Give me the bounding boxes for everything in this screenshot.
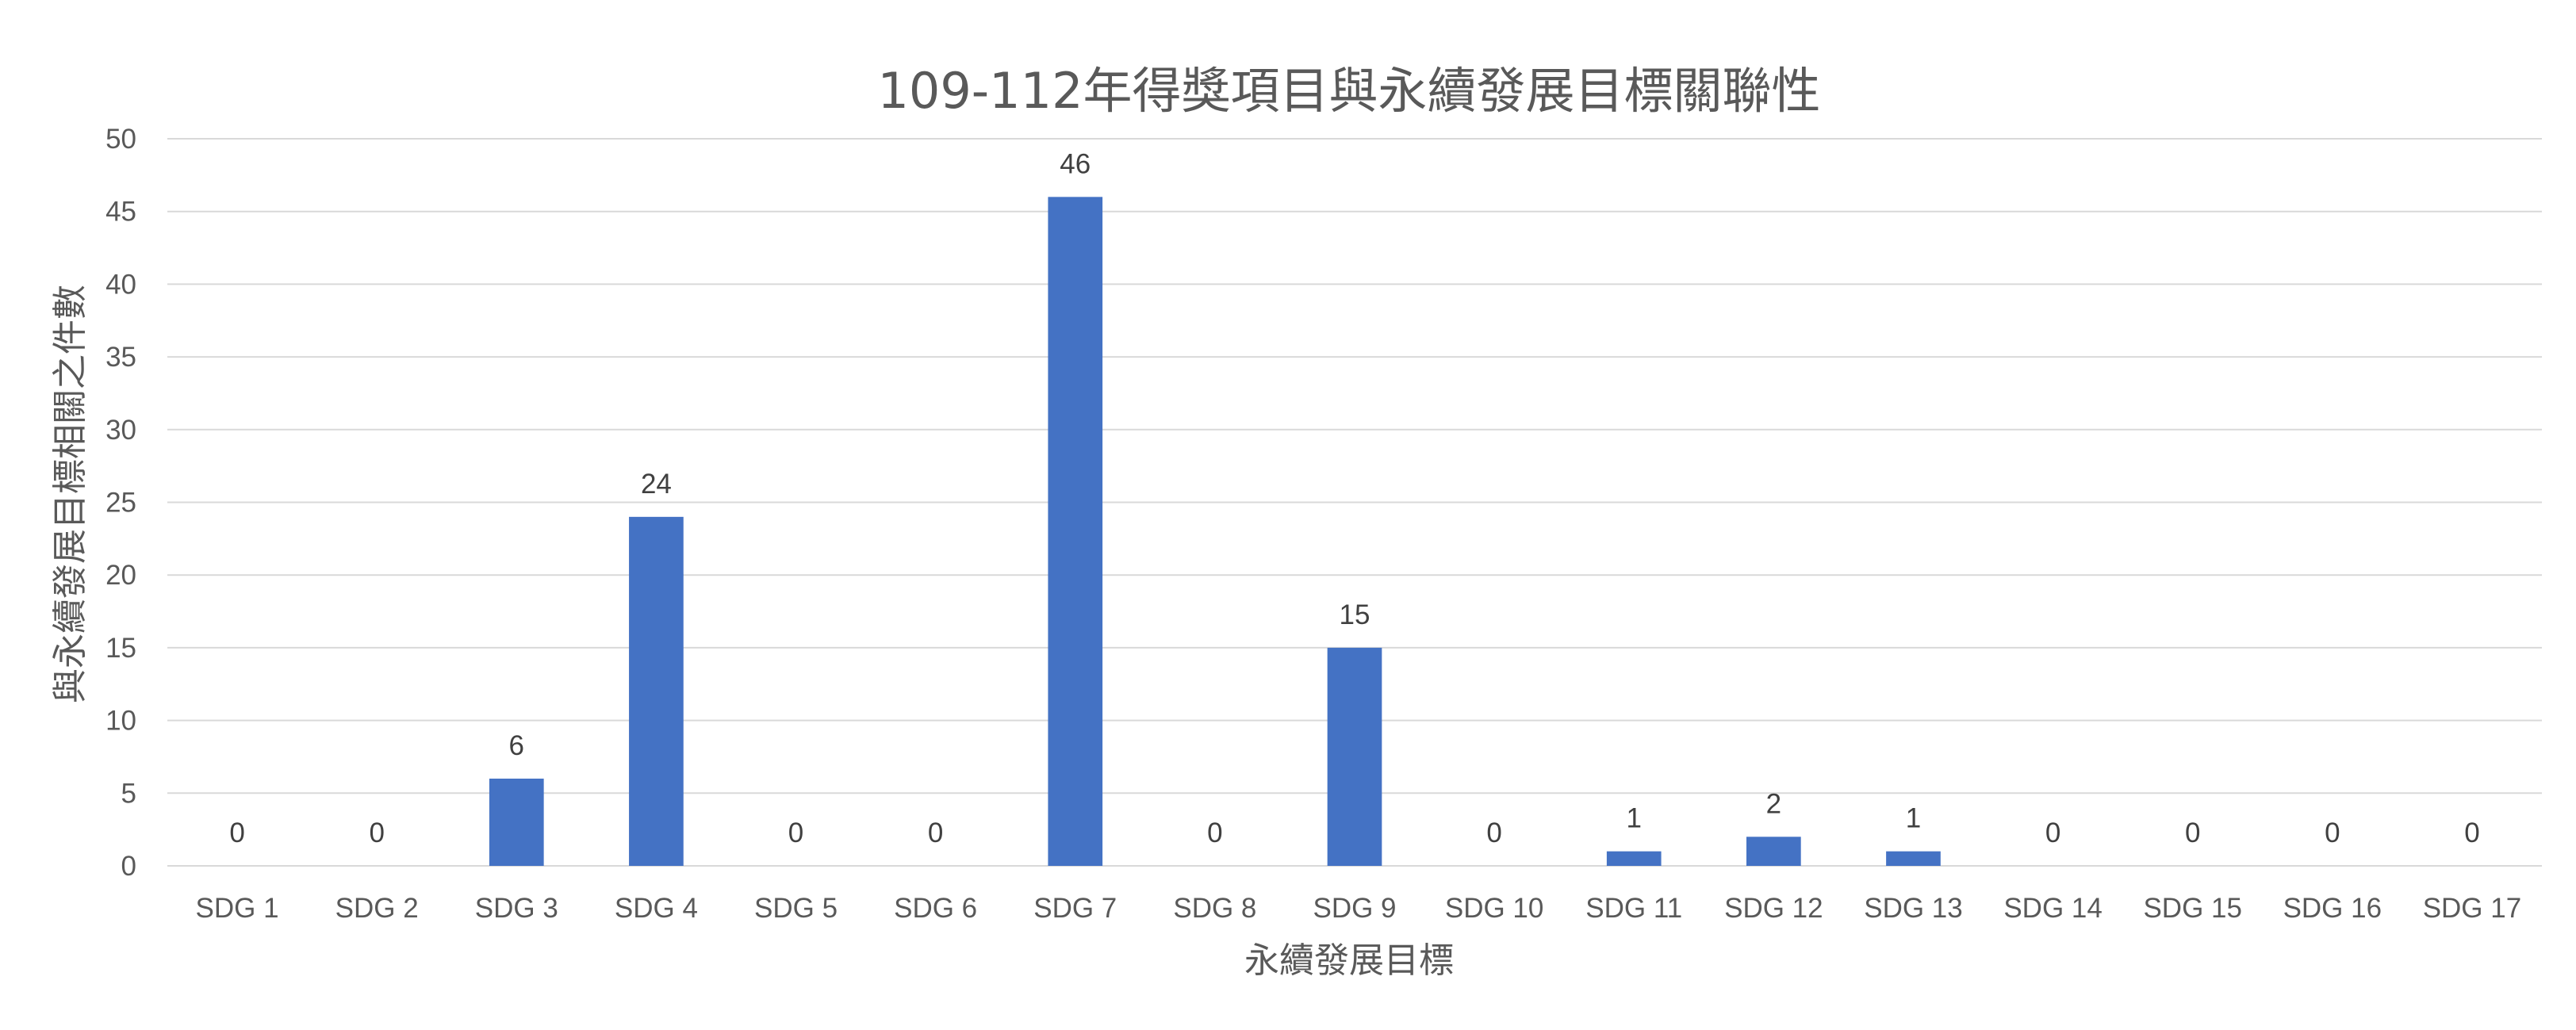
bar-sdg-13 xyxy=(1886,851,1941,866)
y-tick-label: 0 xyxy=(121,851,136,882)
data-label: 0 xyxy=(2325,817,2340,848)
data-label: 0 xyxy=(2464,817,2479,848)
bar-sdg-7 xyxy=(1048,197,1103,867)
chart-title: 109-112年得獎項目與永續發展目標關聯性 xyxy=(877,62,1820,120)
data-label: 15 xyxy=(1340,599,1370,630)
x-tick-label: SDG 9 xyxy=(1313,893,1396,924)
bar-sdg-4 xyxy=(629,516,684,866)
y-axis-title: 與永續發展目標相關之件數 xyxy=(50,285,90,703)
x-tick-label: SDG 13 xyxy=(1864,893,1963,924)
x-tick-label: SDG 15 xyxy=(2143,893,2242,924)
bar-sdg-11 xyxy=(1606,851,1662,866)
data-label: 2 xyxy=(1766,788,1781,819)
y-tick-label: 15 xyxy=(105,633,136,664)
y-tick-label: 50 xyxy=(105,124,136,155)
x-tick-label: SDG 8 xyxy=(1173,893,1256,924)
y-axis-ticks: 0 5 10 15 20 25 30 35 40 45 50 xyxy=(105,124,136,882)
data-label: 46 xyxy=(1060,148,1091,179)
bar-sdg-3 xyxy=(489,778,544,866)
y-tick-label: 45 xyxy=(105,197,136,228)
data-label: 0 xyxy=(369,817,384,848)
x-tick-label: SDG 14 xyxy=(2003,893,2103,924)
data-label: 0 xyxy=(1486,817,1501,848)
y-tick-label: 40 xyxy=(105,269,136,300)
x-tick-label: SDG 6 xyxy=(894,893,977,924)
x-axis-ticks: SDG 1 SDG 2 SDG 3 SDG 4 SDG 5 SDG 6 SDG 7 SDG 8… xyxy=(196,893,2522,924)
bar-sdg-9 xyxy=(1327,647,1382,866)
y-tick-label: 35 xyxy=(105,342,136,373)
x-tick-label: SDG 7 xyxy=(1033,893,1117,924)
data-label: 0 xyxy=(229,817,244,848)
x-tick-label: SDG 4 xyxy=(615,893,698,924)
data-label: 0 xyxy=(928,817,943,848)
x-tick-label: SDG 1 xyxy=(196,893,279,924)
data-label: 0 xyxy=(788,817,803,848)
data-label: 0 xyxy=(2185,817,2200,848)
x-tick-label: SDG 12 xyxy=(1724,893,1823,924)
x-tick-label: SDG 2 xyxy=(335,893,419,924)
data-label: 24 xyxy=(641,469,672,500)
x-tick-label: SDG 10 xyxy=(1445,893,1544,924)
x-tick-label: SDG 5 xyxy=(754,893,838,924)
data-label: 1 xyxy=(1627,803,1642,834)
y-tick-label: 20 xyxy=(105,560,136,591)
bar-sdg-12 xyxy=(1746,837,1801,866)
bars xyxy=(489,197,1941,867)
gridlines xyxy=(167,138,2542,867)
data-label: 0 xyxy=(1207,817,1222,848)
y-tick-label: 5 xyxy=(121,778,136,809)
y-tick-label: 30 xyxy=(105,415,136,446)
x-tick-label: SDG 3 xyxy=(475,893,558,924)
y-tick-label: 10 xyxy=(105,706,136,737)
x-tick-label: SDG 11 xyxy=(1585,893,1682,924)
data-labels: 0 0 6 24 0 0 46 0 15 0 1 2 1 0 0 0 0 xyxy=(229,148,2479,848)
x-tick-label: SDG 16 xyxy=(2283,893,2382,924)
x-tick-label: SDG 17 xyxy=(2423,893,2522,924)
y-tick-label: 25 xyxy=(105,488,136,519)
data-label: 6 xyxy=(509,730,524,761)
data-label: 1 xyxy=(1906,803,1921,834)
data-label: 0 xyxy=(2045,817,2060,848)
x-axis-title: 永續發展目標 xyxy=(1244,940,1454,981)
